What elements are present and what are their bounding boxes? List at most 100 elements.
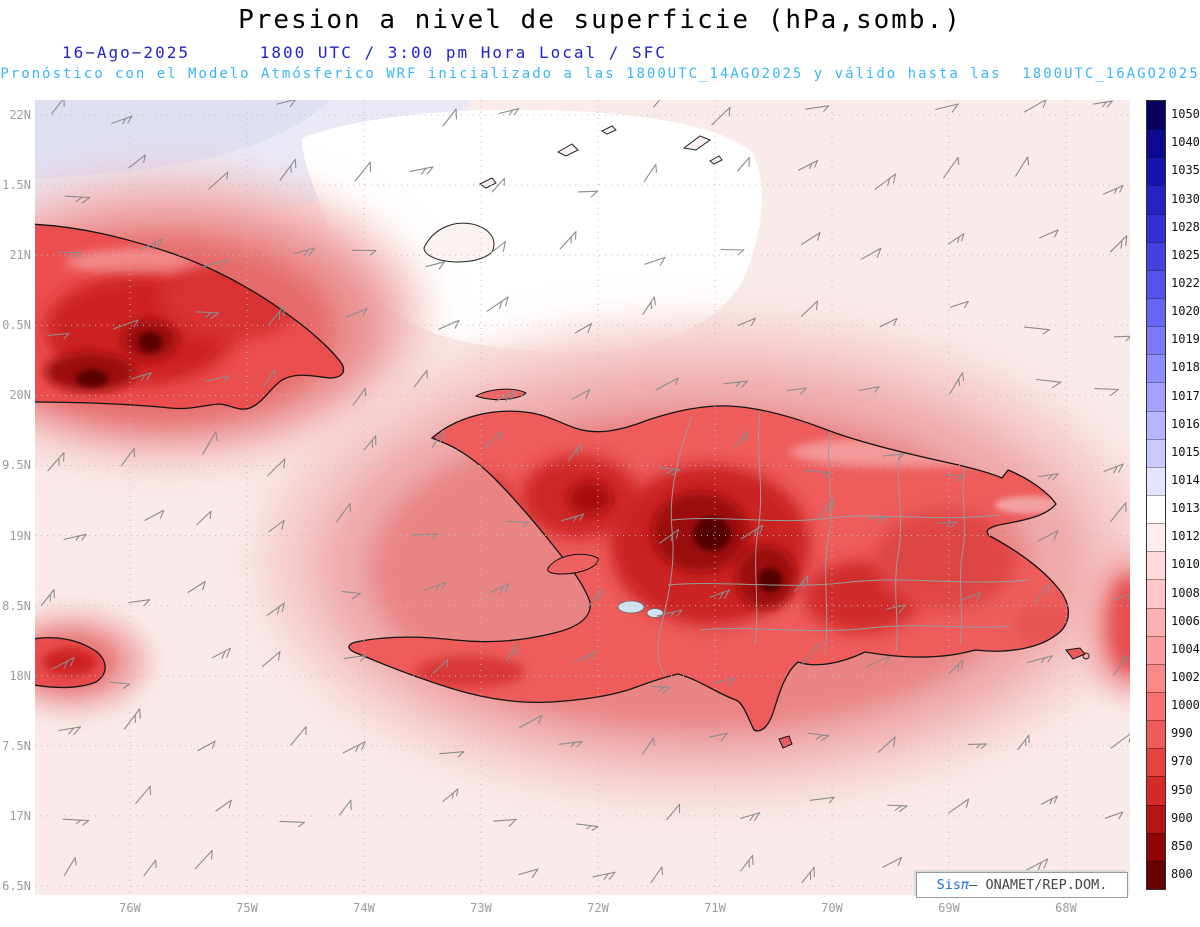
- wind-barb: [571, 389, 591, 400]
- colorbar-tick-label: 1022: [1171, 275, 1200, 290]
- wind-barb: [1040, 795, 1058, 805]
- wind-barb: [1092, 100, 1113, 108]
- wind-barb: [1025, 858, 1049, 871]
- wind-barb: [335, 502, 352, 523]
- wind-barb: [867, 516, 890, 524]
- wind-barb: [865, 655, 890, 668]
- lat-tick-label: 17N: [9, 808, 31, 823]
- colorbar-tick-label: 1035: [1171, 163, 1200, 178]
- colorbar-tick-label: 1002: [1171, 669, 1200, 684]
- wind-barb: [187, 580, 206, 593]
- wind-barb: [1024, 326, 1050, 335]
- wind-barb: [723, 380, 749, 388]
- wind-barb: [650, 685, 671, 694]
- wind-barb: [197, 740, 216, 752]
- colorbar-tick-label: 1040: [1171, 135, 1200, 150]
- wind-barb: [642, 296, 656, 315]
- wind-barb: [1104, 811, 1124, 820]
- watermark-org: ONAMET/REP.DOM.: [985, 877, 1108, 893]
- colorbar-tick-label: 1019: [1171, 332, 1200, 347]
- wind-barb: [659, 529, 680, 544]
- wind-barb: [1033, 583, 1050, 604]
- wind-barb: [409, 166, 434, 175]
- colorbar-tick-label: 1014: [1171, 472, 1200, 487]
- wind-barb: [351, 249, 377, 256]
- model-subtitle: Pronóstico con el Modelo Atmósferico WRF…: [0, 66, 1200, 82]
- wind-barb: [51, 656, 75, 670]
- wind-barb: [411, 533, 438, 541]
- wind-barb: [47, 332, 70, 340]
- small-islands: [423, 125, 1090, 660]
- colorbar-cell: [1147, 635, 1165, 664]
- wind-barb: [860, 247, 882, 260]
- wind-barb: [962, 591, 982, 602]
- wind-barb: [413, 369, 428, 388]
- wind-barb: [432, 430, 445, 448]
- wind-barb: [575, 823, 599, 831]
- lon-tick-label: 74W: [353, 901, 375, 915]
- wind-barb: [804, 469, 831, 478]
- wind-barb: [486, 296, 509, 312]
- lake-enriquillo: [617, 600, 664, 618]
- colorbar-cell: [1147, 804, 1165, 833]
- wind-barb: [949, 300, 969, 309]
- colorbar-cell: [1147, 607, 1165, 636]
- wind-barb: [711, 106, 731, 126]
- wind-barb: [439, 751, 465, 758]
- wind-barb: [58, 726, 82, 735]
- wind-barb: [1113, 593, 1130, 602]
- valid-time-line: 16−Ago−2025 1800 UTC / 3:00 pm Hora Loca…: [62, 43, 667, 62]
- wind-barb: [653, 100, 661, 108]
- lat-tick-label: 7.5N: [2, 738, 31, 753]
- wind-barb: [40, 588, 55, 607]
- wind-barb: [130, 372, 152, 381]
- wind-barb: [343, 655, 367, 662]
- wind-barb: [574, 323, 592, 334]
- colorbar-tick-label: 990: [1171, 726, 1193, 741]
- colorbar-tick-label: 1010: [1171, 557, 1200, 572]
- wind-barb: [267, 458, 286, 477]
- colorbar-tick-label: 850: [1171, 838, 1193, 853]
- colorbar-cell: [1147, 691, 1165, 721]
- wind-barb: [51, 100, 65, 115]
- colorbar-cell: [1147, 523, 1165, 552]
- wind-barb: [352, 387, 367, 406]
- wind-barb: [135, 785, 151, 805]
- wind-barb: [57, 251, 82, 259]
- wind-barb: [1039, 229, 1059, 239]
- wind-barb: [1094, 388, 1119, 396]
- wind-barb: [268, 305, 285, 326]
- wind-barb: [948, 233, 965, 245]
- wind-barb: [128, 154, 146, 169]
- lon-tick-label: 71W: [704, 901, 726, 915]
- wind-barb: [64, 195, 91, 204]
- colorbar-cell: [1147, 720, 1165, 749]
- wind-barb: [493, 818, 517, 827]
- colorbar-cell: [1147, 494, 1165, 524]
- wind-barb: [266, 602, 285, 616]
- wind-barb: [558, 740, 583, 748]
- wind-barb: [1102, 184, 1124, 195]
- wind-barb: [797, 159, 819, 171]
- wind-barb: [261, 651, 281, 668]
- wind-barb: [936, 521, 958, 528]
- colorbar-cell: [1147, 748, 1165, 777]
- wind-barb: [741, 524, 764, 540]
- wind-barb: [442, 788, 459, 803]
- colorbar-cell: [1147, 410, 1165, 439]
- wind-barb: [494, 390, 516, 403]
- wind-barb: [643, 163, 658, 183]
- offshore-islets: [474, 388, 1086, 749]
- wind-barb: [276, 100, 296, 107]
- wind-barb: [740, 854, 754, 872]
- wind-barb: [802, 643, 819, 665]
- colorbar-tick-label: 1004: [1171, 641, 1200, 656]
- colorbar-cell: [1147, 663, 1165, 692]
- lon-tick-label: 73W: [470, 901, 492, 915]
- colorbar-tick-label: 1006: [1171, 613, 1200, 628]
- colorbar-tick-label: 950: [1171, 782, 1193, 797]
- wind-barb: [1015, 156, 1030, 177]
- lon-tick-label: 70W: [821, 901, 843, 915]
- wind-barb: [109, 681, 131, 689]
